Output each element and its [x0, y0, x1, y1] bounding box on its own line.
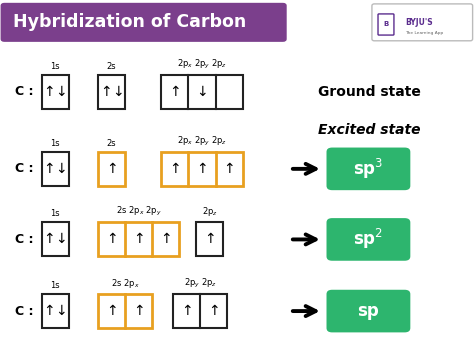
Text: B: B	[383, 21, 389, 27]
Text: 2s 2p$_x$: 2s 2p$_x$	[111, 277, 139, 290]
Text: ↑: ↑	[44, 162, 55, 176]
Text: ↓: ↓	[55, 85, 67, 99]
FancyBboxPatch shape	[327, 218, 410, 261]
Text: sp$^2$: sp$^2$	[353, 227, 383, 252]
Text: ↑: ↑	[169, 85, 181, 99]
Text: ↑: ↑	[44, 85, 55, 99]
Text: 1s: 1s	[51, 139, 60, 148]
Text: C :: C :	[15, 233, 33, 246]
Text: ↓: ↓	[55, 232, 67, 247]
Text: ↓: ↓	[55, 304, 67, 318]
Text: Hybridization of Carbon: Hybridization of Carbon	[13, 13, 246, 31]
Text: ↑: ↑	[106, 304, 118, 318]
Text: ↑: ↑	[133, 304, 145, 318]
Text: 2p$_x$ 2p$_y$ 2p$_z$: 2p$_x$ 2p$_y$ 2p$_z$	[177, 134, 227, 148]
Text: ↑: ↑	[208, 304, 219, 318]
Bar	[173, 294, 227, 328]
Text: ↓: ↓	[112, 85, 123, 99]
Bar	[98, 222, 180, 256]
Text: ↑: ↑	[44, 232, 55, 247]
Bar	[42, 75, 69, 109]
Bar	[161, 75, 243, 109]
Text: sp$^3$: sp$^3$	[353, 157, 383, 181]
Text: C :: C :	[15, 305, 33, 318]
Text: ↑: ↑	[196, 162, 208, 176]
FancyBboxPatch shape	[327, 148, 410, 190]
Bar	[161, 152, 243, 186]
Text: ↑: ↑	[169, 162, 181, 176]
Text: ↑: ↑	[181, 304, 192, 318]
Text: The Learning App: The Learning App	[405, 31, 444, 35]
FancyBboxPatch shape	[327, 290, 410, 332]
Text: ↑: ↑	[106, 162, 118, 176]
FancyBboxPatch shape	[372, 4, 473, 41]
Text: C :: C :	[15, 85, 33, 98]
Text: Ground state: Ground state	[318, 85, 421, 99]
Bar	[98, 294, 152, 328]
Bar	[98, 75, 125, 109]
Text: Excited state: Excited state	[319, 123, 421, 137]
Text: 2p$_y$ 2p$_z$: 2p$_y$ 2p$_z$	[183, 277, 217, 290]
Text: 2p$_x$ 2p$_y$ 2p$_z$: 2p$_x$ 2p$_y$ 2p$_z$	[177, 57, 227, 70]
Text: ↓: ↓	[196, 85, 208, 99]
Text: ↑: ↑	[106, 232, 118, 247]
Text: ↑: ↑	[100, 85, 111, 99]
Text: ↑: ↑	[204, 232, 216, 247]
Text: ↑: ↑	[160, 232, 172, 247]
Bar	[42, 294, 69, 328]
FancyBboxPatch shape	[0, 3, 287, 42]
Text: BYJU'S: BYJU'S	[405, 18, 433, 27]
Text: 1s: 1s	[51, 281, 60, 290]
Text: 2s: 2s	[107, 139, 117, 148]
FancyBboxPatch shape	[378, 14, 394, 35]
Text: ↓: ↓	[55, 162, 67, 176]
Text: 2s 2p$_x$ 2p$_y$: 2s 2p$_x$ 2p$_y$	[116, 205, 162, 218]
Bar	[42, 152, 69, 186]
Text: 1s: 1s	[51, 209, 60, 218]
Text: ↑: ↑	[44, 304, 55, 318]
Text: 2s: 2s	[107, 61, 117, 70]
Bar	[98, 152, 125, 186]
Text: ↑: ↑	[223, 162, 235, 176]
Text: 1s: 1s	[51, 61, 60, 70]
Bar	[196, 222, 223, 256]
Text: 2p$_z$: 2p$_z$	[202, 205, 218, 218]
Bar	[42, 222, 69, 256]
Text: C :: C :	[15, 162, 33, 175]
Text: ↑: ↑	[133, 232, 145, 247]
Text: sp: sp	[357, 302, 379, 320]
